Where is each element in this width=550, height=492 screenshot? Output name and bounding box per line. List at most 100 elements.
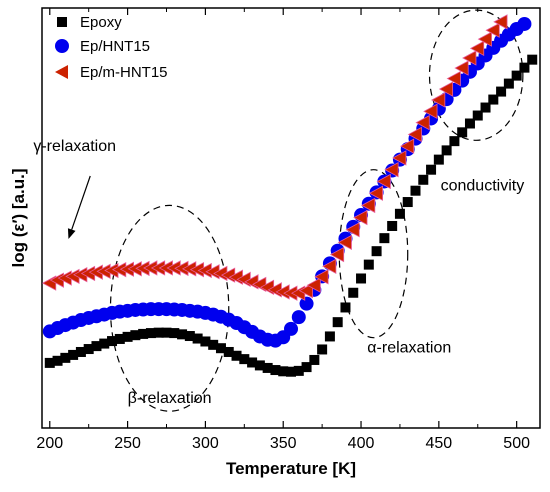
series-epoxy bbox=[44, 54, 538, 377]
data-point bbox=[192, 333, 203, 344]
data-point bbox=[130, 330, 141, 341]
data-point bbox=[200, 336, 211, 347]
x-tick-label: 200 bbox=[36, 435, 63, 452]
data-point bbox=[332, 317, 343, 328]
data-point bbox=[345, 222, 360, 238]
data-point bbox=[426, 164, 437, 175]
legend-marker-ep-m-hnt15 bbox=[55, 65, 68, 79]
annotation-label: conductivity bbox=[441, 178, 525, 195]
data-point bbox=[477, 31, 492, 47]
data-point bbox=[493, 14, 508, 30]
data-point bbox=[215, 343, 226, 354]
annotations: γ-relaxation β-relaxation α-relaxation cond… bbox=[33, 138, 524, 407]
data-point bbox=[306, 277, 321, 293]
x-tick-label: 500 bbox=[503, 435, 530, 452]
data-point bbox=[379, 233, 390, 244]
data-point bbox=[402, 197, 413, 208]
data-point bbox=[122, 331, 133, 342]
legend: Epoxy Ep/HNT15 Ep/m-HNT15 bbox=[55, 14, 168, 81]
data-point bbox=[270, 365, 281, 376]
x-axis-title: Temperature [K] bbox=[226, 459, 356, 478]
data-point bbox=[472, 110, 483, 121]
data-point bbox=[519, 62, 530, 73]
plot-frame bbox=[41, 7, 541, 429]
annotation-label: α-relaxation bbox=[367, 339, 451, 356]
data-point bbox=[138, 328, 149, 339]
data-point bbox=[68, 349, 79, 360]
data-point bbox=[441, 145, 452, 156]
data-point bbox=[368, 185, 383, 201]
data-point bbox=[91, 341, 102, 352]
y-axis-title: log (ε′) [a.u.] bbox=[9, 168, 28, 267]
data-point bbox=[464, 118, 475, 129]
data-point bbox=[363, 259, 374, 270]
series-ep-m-hnt15 bbox=[41, 14, 508, 301]
data-point bbox=[309, 354, 320, 365]
x-tick-label: 300 bbox=[192, 435, 219, 452]
data-point bbox=[145, 328, 156, 339]
data-point bbox=[324, 331, 335, 342]
data-point bbox=[169, 328, 180, 339]
data-point bbox=[356, 273, 367, 284]
data-point bbox=[399, 138, 415, 154]
data-point bbox=[317, 344, 328, 355]
data-point bbox=[371, 246, 382, 257]
data-point bbox=[278, 366, 289, 377]
x-tick-label: 350 bbox=[270, 435, 297, 452]
legend-marker-ep-hnt15 bbox=[55, 39, 69, 53]
gamma-arrow-head bbox=[67, 228, 76, 239]
data-point bbox=[262, 362, 273, 373]
data-point bbox=[394, 208, 405, 219]
data-point bbox=[83, 344, 94, 355]
data-point bbox=[480, 102, 491, 113]
data-point bbox=[239, 354, 250, 365]
plot-area: γ-relaxation β-relaxation α-relaxation cond… bbox=[33, 7, 541, 429]
data-point bbox=[353, 209, 368, 226]
data-point bbox=[446, 70, 461, 87]
data-point bbox=[314, 269, 329, 285]
data-point bbox=[99, 338, 110, 349]
data-point bbox=[223, 346, 234, 357]
data-point bbox=[517, 16, 532, 31]
data-point bbox=[329, 246, 345, 263]
data-point bbox=[376, 173, 391, 190]
data-point bbox=[299, 296, 314, 311]
data-point bbox=[488, 94, 499, 105]
gamma-arrow bbox=[71, 175, 91, 230]
data-point bbox=[449, 136, 460, 147]
data-point bbox=[415, 114, 430, 131]
legend-marker-epoxy bbox=[57, 17, 67, 27]
data-point bbox=[387, 220, 398, 231]
data-point bbox=[496, 86, 507, 97]
data-point bbox=[454, 60, 469, 76]
data-point bbox=[418, 174, 429, 185]
data-point bbox=[503, 78, 514, 89]
data-point bbox=[431, 92, 446, 108]
data-point bbox=[301, 362, 312, 373]
data-point bbox=[114, 333, 125, 344]
annotation-label: β-relaxation bbox=[128, 390, 212, 407]
data-point bbox=[298, 282, 313, 299]
data-point bbox=[60, 352, 71, 363]
data-point bbox=[161, 327, 172, 338]
data-point bbox=[44, 357, 55, 368]
data-point bbox=[485, 22, 500, 38]
x-tick-label: 450 bbox=[425, 435, 452, 452]
data-point bbox=[457, 127, 468, 138]
data-point bbox=[52, 355, 63, 366]
data-point bbox=[392, 150, 407, 166]
data-point bbox=[75, 346, 86, 357]
data-point bbox=[527, 54, 538, 65]
data-point bbox=[438, 81, 454, 97]
data-point bbox=[469, 40, 485, 56]
x-tick-label: 250 bbox=[114, 435, 141, 452]
legend-label-ep-hnt15: Ep/HNT15 bbox=[80, 38, 150, 55]
x-tick-label: 400 bbox=[348, 435, 375, 452]
data-point bbox=[407, 126, 422, 143]
data-point bbox=[153, 327, 164, 338]
data-point bbox=[340, 302, 351, 313]
data-point bbox=[322, 258, 337, 274]
data-point bbox=[254, 360, 265, 371]
data-point bbox=[291, 310, 306, 325]
